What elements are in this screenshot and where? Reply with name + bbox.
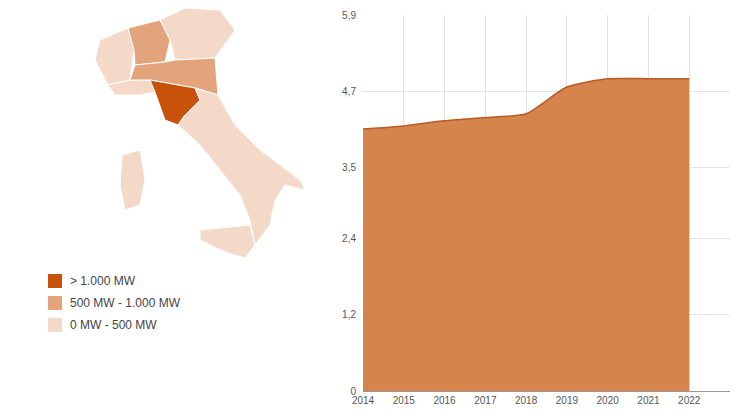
svg-text:2017: 2017	[474, 395, 497, 406]
html-text:> 1.000 MW: > 1.000 MW	[70, 274, 135, 288]
svg-text:2020: 2020	[597, 395, 620, 406]
svg-text:2014: 2014	[352, 395, 375, 406]
svg-text:2,4: 2,4	[342, 233, 356, 244]
svg-text:0: 0	[350, 386, 356, 397]
svg-text:3,5: 3,5	[342, 162, 356, 173]
svg-text:2016: 2016	[433, 395, 456, 406]
svg-text:2021: 2021	[637, 395, 660, 406]
svg-text:2022: 2022	[678, 395, 701, 406]
svg-text:5,9: 5,9	[342, 10, 356, 21]
svg-text:4,7: 4,7	[342, 86, 356, 97]
svg-text:1,2: 1,2	[342, 309, 356, 320]
html-text:500 MW - 1.000 MW: 500 MW - 1.000 MW	[70, 296, 180, 310]
svg-text:2018: 2018	[515, 395, 538, 406]
svg-text:2019: 2019	[556, 395, 579, 406]
svg-text:2015: 2015	[393, 395, 416, 406]
html-text:0 MW - 500 MW: 0 MW - 500 MW	[70, 318, 157, 332]
